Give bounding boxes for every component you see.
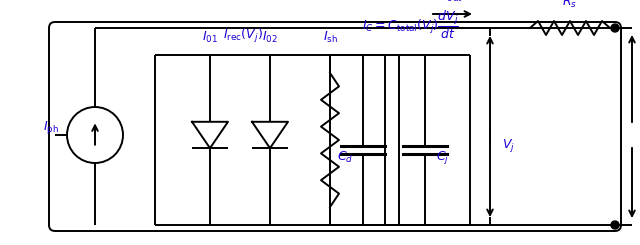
Text: $I_{02}$: $I_{02}$	[262, 30, 278, 45]
Text: $C_d$: $C_d$	[337, 149, 353, 165]
Circle shape	[611, 24, 619, 32]
Text: $I_{01}$: $I_{01}$	[202, 30, 218, 45]
Text: $I_{\rm out}$: $I_{\rm out}$	[443, 0, 462, 4]
Text: $I_{\rm rec}(V_j)$: $I_{\rm rec}(V_j)$	[223, 27, 262, 45]
Text: $I_{\rm ph}$: $I_{\rm ph}$	[43, 119, 59, 135]
Text: $V_j$: $V_j$	[502, 136, 515, 154]
Text: $I_{\rm sh}$: $I_{\rm sh}$	[323, 30, 337, 45]
Text: $C_j$: $C_j$	[436, 148, 449, 166]
Text: $I_C = C_{\rm total}(V_j)\dfrac{dV_j}{dt}$: $I_C = C_{\rm total}(V_j)\dfrac{dV_j}{dt…	[362, 9, 458, 41]
Text: $R_s$: $R_s$	[563, 0, 577, 10]
Circle shape	[611, 221, 619, 229]
